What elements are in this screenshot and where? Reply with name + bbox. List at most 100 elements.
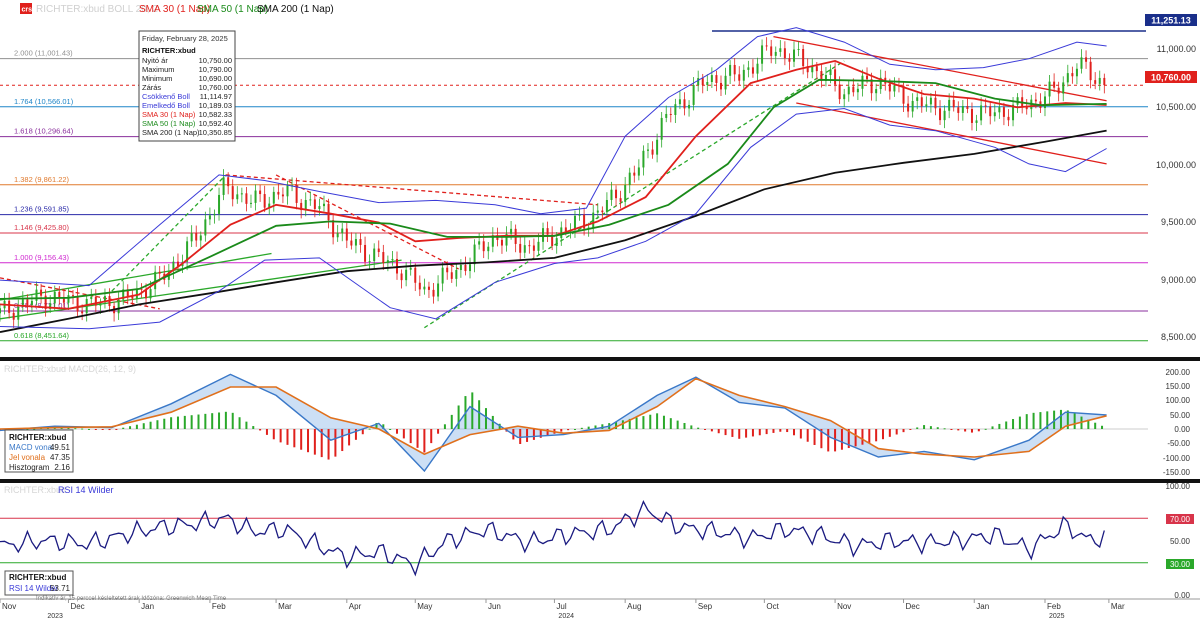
macd-pane[interactable] <box>0 373 1148 473</box>
candle-body[interactable] <box>154 271 157 290</box>
candle-body[interactable] <box>277 191 280 195</box>
candle-body[interactable] <box>975 120 978 123</box>
candle-body[interactable] <box>656 139 659 155</box>
candle-body[interactable] <box>81 311 84 314</box>
price-pane[interactable]: 2.000 (11,001.43) 1.764 (10,566.01) 1.618 … <box>0 27 1148 342</box>
candle-body[interactable] <box>939 108 942 121</box>
candle-body[interactable] <box>500 239 503 246</box>
candle-body[interactable] <box>441 267 444 284</box>
candle-body[interactable] <box>838 84 841 100</box>
candle-body[interactable] <box>989 106 992 117</box>
series-bollinger-upper-line[interactable] <box>0 27 1107 287</box>
candle-body[interactable] <box>145 289 148 299</box>
candle-body[interactable] <box>341 228 344 234</box>
candle-body[interactable] <box>140 288 143 290</box>
candle-body[interactable] <box>519 243 522 253</box>
candle-body[interactable] <box>1016 97 1019 105</box>
candle-body[interactable] <box>332 220 335 238</box>
candle-body[interactable] <box>779 48 782 52</box>
candle-body[interactable] <box>231 186 234 200</box>
candle-body[interactable] <box>866 75 869 80</box>
candle-body[interactable] <box>633 172 636 176</box>
candle-body[interactable] <box>300 202 303 211</box>
candle-body[interactable] <box>651 149 654 155</box>
candle-body[interactable] <box>30 300 33 306</box>
series-sma-200-1-nap-line[interactable] <box>0 129 1107 333</box>
candle-body[interactable] <box>268 203 271 208</box>
candle-body[interactable] <box>688 104 691 109</box>
pane-separator[interactable] <box>0 479 1200 483</box>
candle-body[interactable] <box>783 48 786 59</box>
candle-body[interactable] <box>414 267 417 283</box>
candle-body[interactable] <box>888 83 891 92</box>
candle-body[interactable] <box>573 215 576 230</box>
candle-body[interactable] <box>195 233 198 241</box>
candle-body[interactable] <box>628 172 631 185</box>
candle-body[interactable] <box>487 246 490 252</box>
candle-body[interactable] <box>359 239 362 245</box>
candle-body[interactable] <box>674 104 677 115</box>
candle-body[interactable] <box>824 75 827 82</box>
candle-body[interactable] <box>546 228 549 235</box>
candle-body[interactable] <box>902 85 905 104</box>
candle-body[interactable] <box>213 213 216 216</box>
candle-body[interactable] <box>578 214 581 216</box>
candle-body[interactable] <box>811 66 814 73</box>
candle-body[interactable] <box>943 110 946 121</box>
candle-body[interactable] <box>761 45 764 64</box>
candle-body[interactable] <box>446 267 449 273</box>
candle-body[interactable] <box>58 291 61 297</box>
candle-body[interactable] <box>322 203 325 207</box>
candle-body[interactable] <box>697 78 700 86</box>
candle-body[interactable] <box>373 248 376 262</box>
candle-body[interactable] <box>601 210 604 213</box>
candle-body[interactable] <box>1007 116 1010 121</box>
candle-body[interactable] <box>537 241 540 251</box>
candle-body[interactable] <box>596 210 599 213</box>
rsi-pane[interactable] <box>0 500 1148 577</box>
trend-line[interactable] <box>111 174 227 292</box>
candle-body[interactable] <box>920 97 923 107</box>
candle-body[interactable] <box>350 240 353 246</box>
candle-body[interactable] <box>99 302 102 306</box>
trend-line[interactable] <box>0 277 160 310</box>
candle-body[interactable] <box>391 258 394 261</box>
candle-body[interactable] <box>957 107 960 113</box>
candle-body[interactable] <box>646 149 649 151</box>
candle-body[interactable] <box>934 97 937 109</box>
candle-body[interactable] <box>295 185 298 203</box>
candle-body[interactable] <box>555 238 558 246</box>
candle-body[interactable] <box>911 100 914 112</box>
candle-body[interactable] <box>377 248 380 253</box>
candle-body[interactable] <box>724 75 727 90</box>
candle-body[interactable] <box>747 67 750 70</box>
candle-body[interactable] <box>135 288 138 299</box>
candle-body[interactable] <box>1043 96 1046 109</box>
candle-body[interactable] <box>765 45 768 47</box>
candle-body[interactable] <box>386 260 389 263</box>
candle-body[interactable] <box>418 282 421 290</box>
candle-body[interactable] <box>464 264 467 272</box>
candle-body[interactable] <box>491 235 494 247</box>
candle-body[interactable] <box>423 286 426 290</box>
candle-body[interactable] <box>222 177 225 195</box>
candle-body[interactable] <box>0 308 1 314</box>
candle-body[interactable] <box>738 74 741 81</box>
pane-separator[interactable] <box>0 357 1200 361</box>
candle-body[interactable] <box>852 86 855 93</box>
candle-body[interactable] <box>619 198 622 202</box>
candle-body[interactable] <box>263 194 266 208</box>
candle-body[interactable] <box>76 296 79 312</box>
candle-body[interactable] <box>856 88 859 93</box>
candle-body[interactable] <box>1012 104 1015 121</box>
candle-body[interactable] <box>482 241 485 252</box>
candle-body[interactable] <box>1062 82 1065 94</box>
candle-body[interactable] <box>678 99 681 105</box>
candle-body[interactable] <box>1085 57 1088 62</box>
trend-line[interactable] <box>275 174 459 270</box>
candle-body[interactable] <box>528 245 531 247</box>
candle-body[interactable] <box>218 194 221 214</box>
candle-body[interactable] <box>592 212 595 228</box>
candle-body[interactable] <box>970 108 973 123</box>
candle-body[interactable] <box>281 194 284 197</box>
